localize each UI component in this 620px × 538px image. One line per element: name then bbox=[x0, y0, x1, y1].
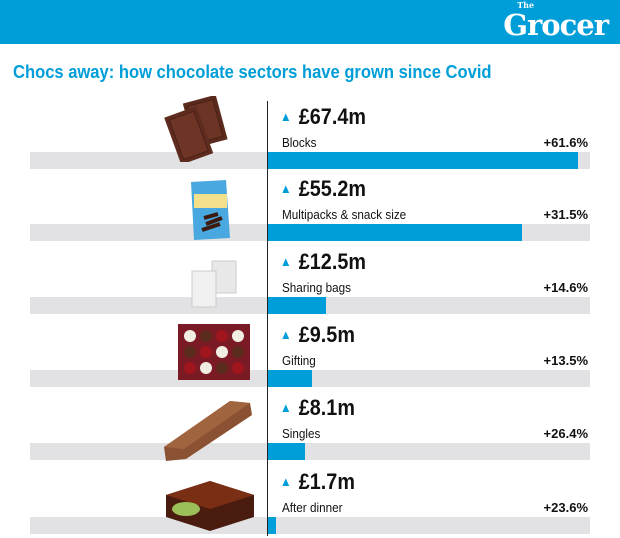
logo-small-text: The bbox=[517, 0, 535, 10]
chart-row-singles: ▲ £8.1m Singles +26.4% bbox=[0, 391, 620, 464]
value-text: £12.5m bbox=[298, 249, 366, 274]
value-label: ▲ £1.7m bbox=[280, 469, 355, 495]
chart-row-multipacks-snack-size: ▲ £55.2m Multipacks & snack size +31.5% bbox=[0, 172, 620, 245]
value-label: ▲ £12.5m bbox=[280, 249, 366, 275]
category-label: Multipacks & snack size bbox=[282, 207, 407, 222]
value-text: £55.2m bbox=[298, 176, 366, 201]
multipack-bag-icon bbox=[186, 178, 236, 247]
bar bbox=[268, 517, 276, 534]
up-triangle-icon: ▲ bbox=[280, 254, 292, 269]
chocolate-block-icon bbox=[160, 94, 240, 167]
chart-row-after-dinner: ▲ £1.7m After dinner +23.6% bbox=[0, 465, 620, 538]
category-label: Blocks bbox=[282, 135, 317, 150]
bar bbox=[268, 224, 522, 241]
up-triangle-icon: ▲ bbox=[280, 181, 292, 196]
up-triangle-icon: ▲ bbox=[280, 474, 292, 489]
chart-row-blocks: ▲ £67.4m Blocks +61.6% bbox=[0, 94, 620, 173]
value-text: £1.7m bbox=[298, 469, 355, 494]
gift-box-icon bbox=[176, 322, 252, 387]
up-triangle-icon: ▲ bbox=[280, 400, 292, 415]
category-label: Sharing bags bbox=[282, 280, 351, 295]
axis-line bbox=[267, 101, 268, 536]
value-text: £67.4m bbox=[298, 104, 366, 129]
value-text: £8.1m bbox=[298, 395, 355, 420]
chart-row-sharing-bags: ▲ £12.5m Sharing bags +14.6% bbox=[0, 245, 620, 318]
after-dinner-mint-icon bbox=[162, 475, 258, 538]
bar bbox=[268, 370, 312, 387]
value-label: ▲ £67.4m bbox=[280, 104, 366, 130]
up-triangle-icon: ▲ bbox=[280, 109, 292, 124]
growth-label: +31.5% bbox=[543, 207, 588, 222]
up-triangle-icon: ▲ bbox=[280, 327, 292, 342]
growth-label: +26.4% bbox=[543, 426, 588, 441]
sharing-bags-icon bbox=[186, 257, 246, 318]
growth-label: +14.6% bbox=[543, 280, 588, 295]
value-label: ▲ £9.5m bbox=[280, 322, 355, 348]
category-label: After dinner bbox=[282, 500, 343, 515]
bar bbox=[268, 443, 306, 460]
bar bbox=[268, 152, 579, 169]
growth-label: +61.6% bbox=[543, 135, 588, 150]
value-label: ▲ £55.2m bbox=[280, 176, 366, 202]
bar-track bbox=[30, 517, 590, 534]
header-bar: The Grocer bbox=[0, 0, 620, 44]
chart-row-gifting: ▲ £9.5m Gifting +13.5% bbox=[0, 318, 620, 391]
category-label: Singles bbox=[282, 426, 321, 441]
growth-label: +13.5% bbox=[543, 353, 588, 368]
chart-title: Chocs away: how chocolate sectors have g… bbox=[13, 62, 492, 82]
logo-text: Grocer bbox=[503, 8, 609, 42]
chocolate-bar-icon bbox=[160, 395, 255, 470]
bar-track bbox=[30, 443, 590, 460]
value-text: £9.5m bbox=[298, 322, 355, 347]
value-label: ▲ £8.1m bbox=[280, 395, 355, 421]
growth-label: +23.6% bbox=[543, 500, 588, 515]
category-label: Gifting bbox=[282, 353, 316, 368]
grocer-logo: The Grocer bbox=[503, 0, 609, 42]
bar bbox=[268, 297, 326, 314]
